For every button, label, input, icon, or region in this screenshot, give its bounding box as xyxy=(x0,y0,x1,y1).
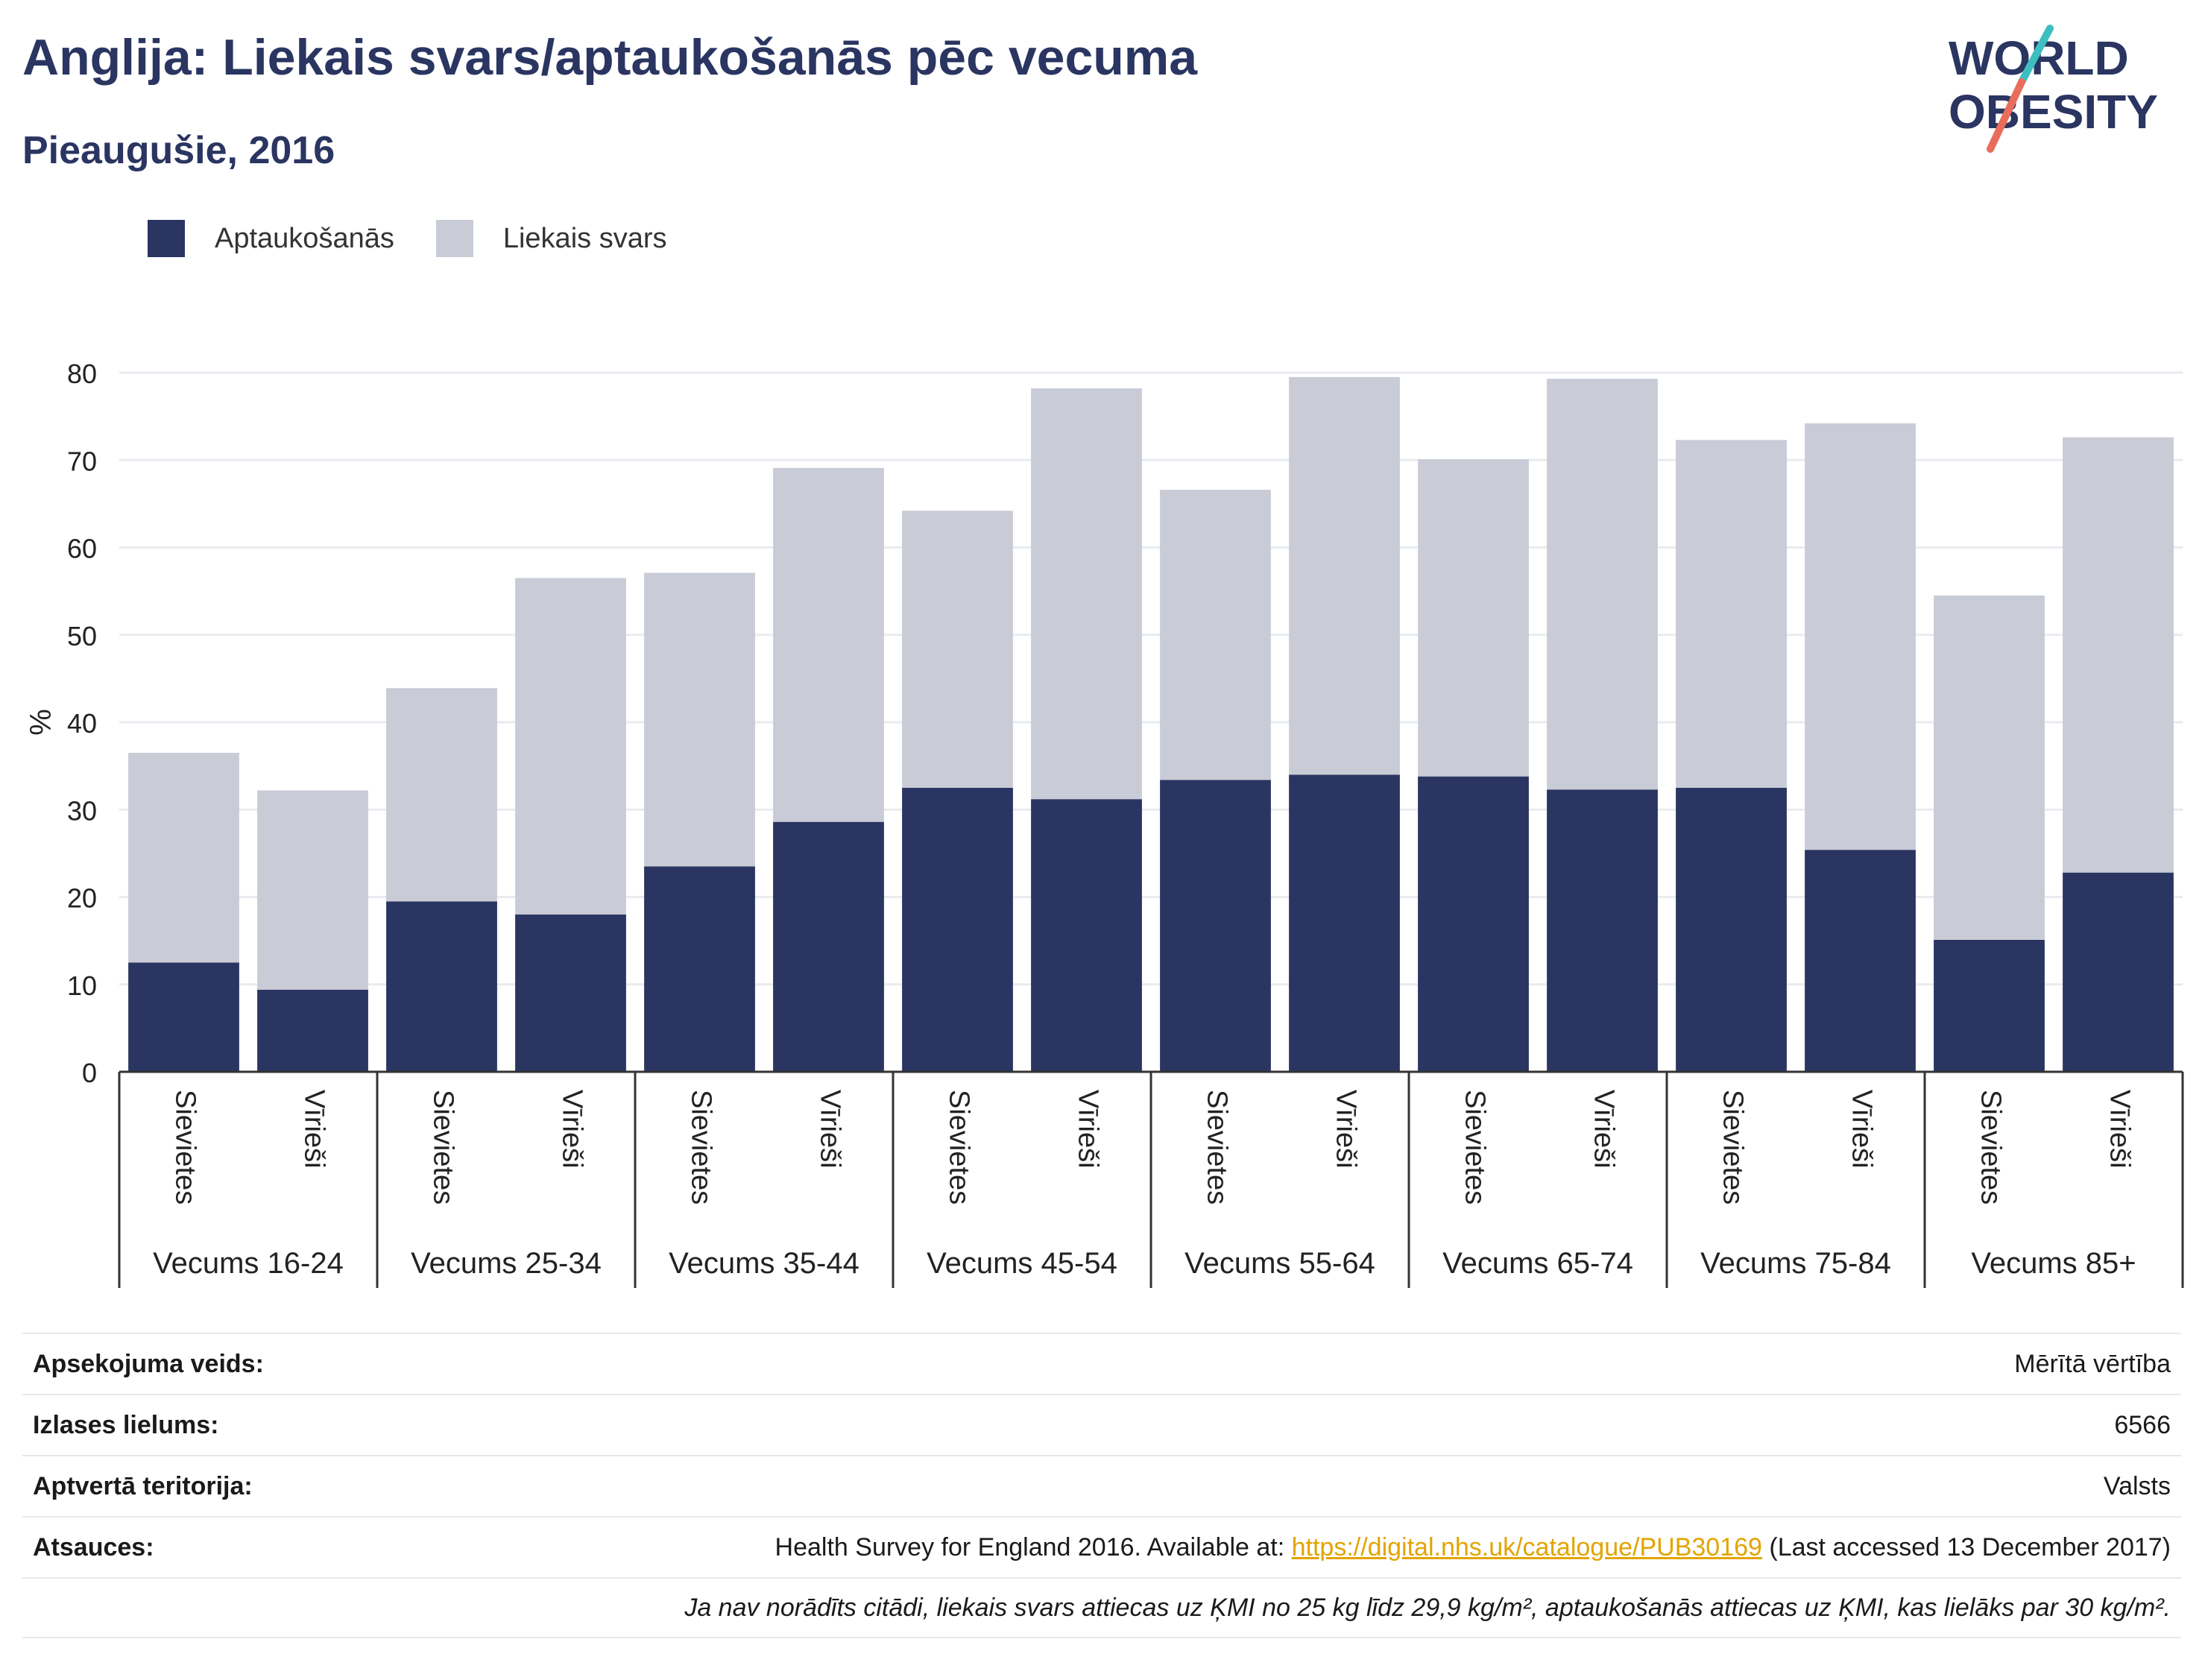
y-tick-label: 0 xyxy=(82,1058,97,1088)
legend-swatch-obesity xyxy=(148,220,185,257)
bar-overweight xyxy=(515,578,626,915)
logo-line2: OBESITY xyxy=(1949,85,2158,139)
bar-obesity xyxy=(773,821,884,1072)
bar-obesity xyxy=(1805,850,1916,1072)
references-label: Atsauces: xyxy=(33,1532,154,1561)
bar-obesity xyxy=(1031,799,1142,1072)
logo-line1: WORLD xyxy=(1949,31,2129,85)
stacked-bar-chart: 0 10 20 30 40 50 60 70 80% Sievietes Vīrieši Sievie… xyxy=(25,359,2184,1288)
bar-overweight xyxy=(1289,376,1400,775)
bar-overweight xyxy=(128,753,239,963)
x-group-label: Vecums 65-74 xyxy=(1442,1247,1633,1280)
bar-obesity xyxy=(1418,776,1529,1072)
sample-size-value: 6566 xyxy=(2114,1410,2171,1439)
bar-obesity xyxy=(257,989,368,1072)
world-obesity-logo: WORLD OBESITY xyxy=(1949,25,2158,153)
x-subcategory-label: Sievietes xyxy=(685,1090,716,1204)
page-title: Anglija: Liekais svars/aptaukošanās pēc … xyxy=(22,29,1198,86)
y-tick-label: 20 xyxy=(67,883,97,914)
bar-obesity xyxy=(128,962,239,1072)
legend-item-overweight[interactable]: Liekais svars xyxy=(435,220,667,257)
y-tick-label: 10 xyxy=(67,970,97,1001)
bar-overweight xyxy=(386,688,497,902)
x-group-label: Vecums 85+ xyxy=(1971,1247,2136,1280)
bar-overweight xyxy=(1418,459,1529,777)
bar-obesity xyxy=(1676,787,1787,1072)
bar-overweight xyxy=(257,790,368,990)
info-row-note: Ja nav norādīts citādi, liekais svars at… xyxy=(22,1577,2181,1638)
x-subcategory-label: Sievietes xyxy=(427,1090,458,1204)
bar-obesity xyxy=(1160,780,1271,1072)
logo-slash-coral xyxy=(1987,78,2025,153)
x-subcategory-label: Vīrieši xyxy=(556,1090,587,1169)
area-value: Valsts xyxy=(2103,1471,2171,1500)
bar-overweight xyxy=(644,572,755,867)
x-subcategory-label: Vīrieši xyxy=(814,1090,845,1169)
x-group-label: Vecums 55-64 xyxy=(1184,1247,1375,1280)
legend-swatch-overweight xyxy=(435,220,473,257)
info-row-area: Aptvertā teritorija: Valsts xyxy=(22,1455,2181,1516)
logo-slash-teal xyxy=(2018,25,2054,86)
x-subcategory-label: Vīrieši xyxy=(1846,1090,1877,1169)
x-subcategory-label: Vīrieši xyxy=(2104,1090,2135,1169)
legend-label-obesity: Aptaukošanās xyxy=(215,222,394,254)
y-tick-label: 70 xyxy=(67,446,97,476)
y-tick-label: 60 xyxy=(67,534,97,564)
legend-label-overweight: Liekais svars xyxy=(502,222,667,254)
x-subcategory-label: Sievietes xyxy=(1717,1090,1748,1204)
x-group-label: Vecums 75-84 xyxy=(1700,1247,1891,1280)
x-group-label: Vecums 16-24 xyxy=(153,1247,344,1280)
bar-overweight xyxy=(1160,490,1271,780)
bar-obesity xyxy=(515,914,626,1072)
survey-type-label: Apsekojuma veids: xyxy=(33,1349,264,1378)
info-row-references: Atsauces: Health Survey for England 2016… xyxy=(22,1516,2181,1577)
x-group-label: Vecums 25-34 xyxy=(411,1247,602,1280)
survey-type-value: Mērītā vērtība xyxy=(2014,1349,2171,1378)
bar-overweight xyxy=(902,511,1013,788)
references-value: Health Survey for England 2016. Availabl… xyxy=(775,1533,2171,1562)
x-group-label: Vecums 35-44 xyxy=(669,1247,859,1280)
y-axis-label: % xyxy=(25,709,57,736)
y-tick-label: 80 xyxy=(67,359,97,389)
x-subcategory-label: Sievietes xyxy=(1201,1090,1232,1204)
page-subtitle: Pieaugušie, 2016 xyxy=(22,129,335,172)
x-group-label: Vecums 45-54 xyxy=(927,1247,1117,1280)
x-subcategory-label: Vīrieši xyxy=(1072,1090,1103,1169)
y-tick-label: 30 xyxy=(67,795,97,826)
bar-obesity xyxy=(386,901,497,1072)
y-tick-label: 40 xyxy=(67,708,97,739)
info-table: Apsekojuma veids: Mērītā vērtība Izlases… xyxy=(22,1333,2181,1638)
bar-overweight xyxy=(1547,379,1658,790)
x-subcategory-label: Sievietes xyxy=(943,1090,974,1204)
x-subcategory-label: Sievietes xyxy=(1975,1090,2006,1204)
bar-overweight xyxy=(773,467,884,822)
references-prefix: Health Survey for England 2016. Availabl… xyxy=(775,1532,1292,1561)
x-subcategory-label: Sievietes xyxy=(1459,1090,1490,1204)
bar-obesity xyxy=(644,866,755,1072)
bar-overweight xyxy=(2063,437,2174,873)
bar-obesity xyxy=(1547,789,1658,1072)
references-link[interactable]: https://digital.nhs.uk/catalogue/PUB3016… xyxy=(1291,1532,1762,1561)
sample-size-label: Izlases lielums: xyxy=(33,1410,219,1439)
info-row-sample-size: Izlases lielums: 6566 xyxy=(22,1394,2181,1455)
bar-obesity xyxy=(2063,872,2174,1072)
bar-obesity xyxy=(1289,774,1400,1072)
references-suffix: (Last accessed 13 December 2017) xyxy=(1761,1532,2171,1561)
bar-obesity xyxy=(1934,939,2045,1072)
info-row-survey-type: Apsekojuma veids: Mērītā vērtība xyxy=(22,1333,2181,1394)
x-subcategory-label: Vīrieši xyxy=(298,1090,329,1169)
bar-overweight xyxy=(1934,595,2045,940)
y-tick-label: 50 xyxy=(67,621,97,651)
x-subcategory-label: Vīrieši xyxy=(1330,1090,1361,1169)
definition-note: Ja nav norādīts citādi, liekais svars at… xyxy=(684,1593,2171,1622)
bar-overweight xyxy=(1805,423,1916,850)
area-label: Aptvertā teritorija: xyxy=(33,1471,253,1500)
bar-obesity xyxy=(902,787,1013,1072)
chart-legend: Aptaukošanās Liekais svars xyxy=(148,218,708,259)
bar-overweight xyxy=(1676,440,1787,788)
bar-overweight xyxy=(1031,388,1142,800)
x-subcategory-label: Vīrieši xyxy=(1588,1090,1619,1169)
legend-item-obesity[interactable]: Aptaukošanās xyxy=(148,220,394,257)
x-subcategory-label: Sievietes xyxy=(169,1090,201,1204)
